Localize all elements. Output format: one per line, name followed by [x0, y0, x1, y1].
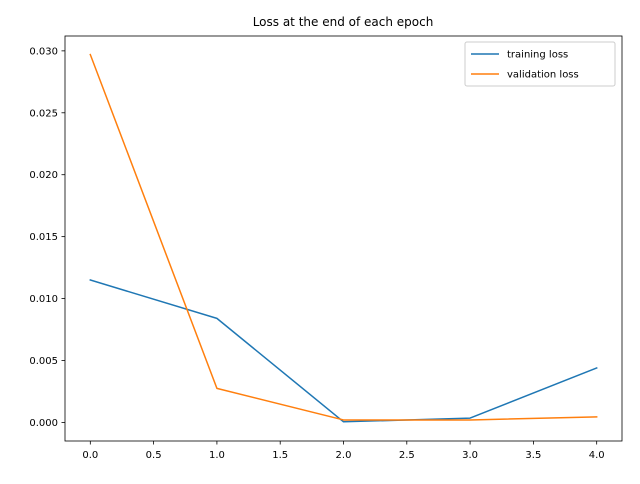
legend-label-2: validation loss — [507, 70, 579, 81]
legend: training loss validation loss — [464, 41, 616, 87]
y-tick-label: 0.015 — [29, 232, 58, 243]
y-tick-label: 0.005 — [29, 356, 58, 367]
x-tick-label: 1.5 — [272, 450, 288, 461]
y-tick-label: 0.010 — [29, 294, 58, 305]
y-tick-label: 0.030 — [29, 46, 58, 57]
x-tick-label: 0.0 — [82, 450, 98, 461]
y-tick-label: 0.020 — [29, 170, 58, 181]
x-tick-label: 3.0 — [462, 450, 478, 461]
x-tick-label: 0.5 — [146, 450, 162, 461]
y-tick-label: 0.025 — [29, 108, 58, 119]
x-tick-label: 2.5 — [399, 450, 415, 461]
x-tick-label: 2.0 — [336, 450, 352, 461]
plot-area: 0.0 0.5 1.0 1.5 2.0 2.5 3.0 3.5 4.0 0.000 0.005 0.0… — [29, 35, 623, 461]
x-tick-label: 1.0 — [209, 450, 225, 461]
x-tick-label: 4.0 — [589, 450, 605, 461]
chart-title: Loss at the end of each epoch — [253, 15, 434, 29]
y-tick-label: 0.000 — [29, 418, 58, 429]
x-tick-label: 3.5 — [525, 450, 541, 461]
legend-box — [464, 41, 616, 87]
legend-label-1: training loss — [507, 50, 568, 61]
axes-frame — [64, 35, 623, 442]
series-line-2 — [89, 53, 598, 421]
series-line-1 — [89, 279, 598, 423]
